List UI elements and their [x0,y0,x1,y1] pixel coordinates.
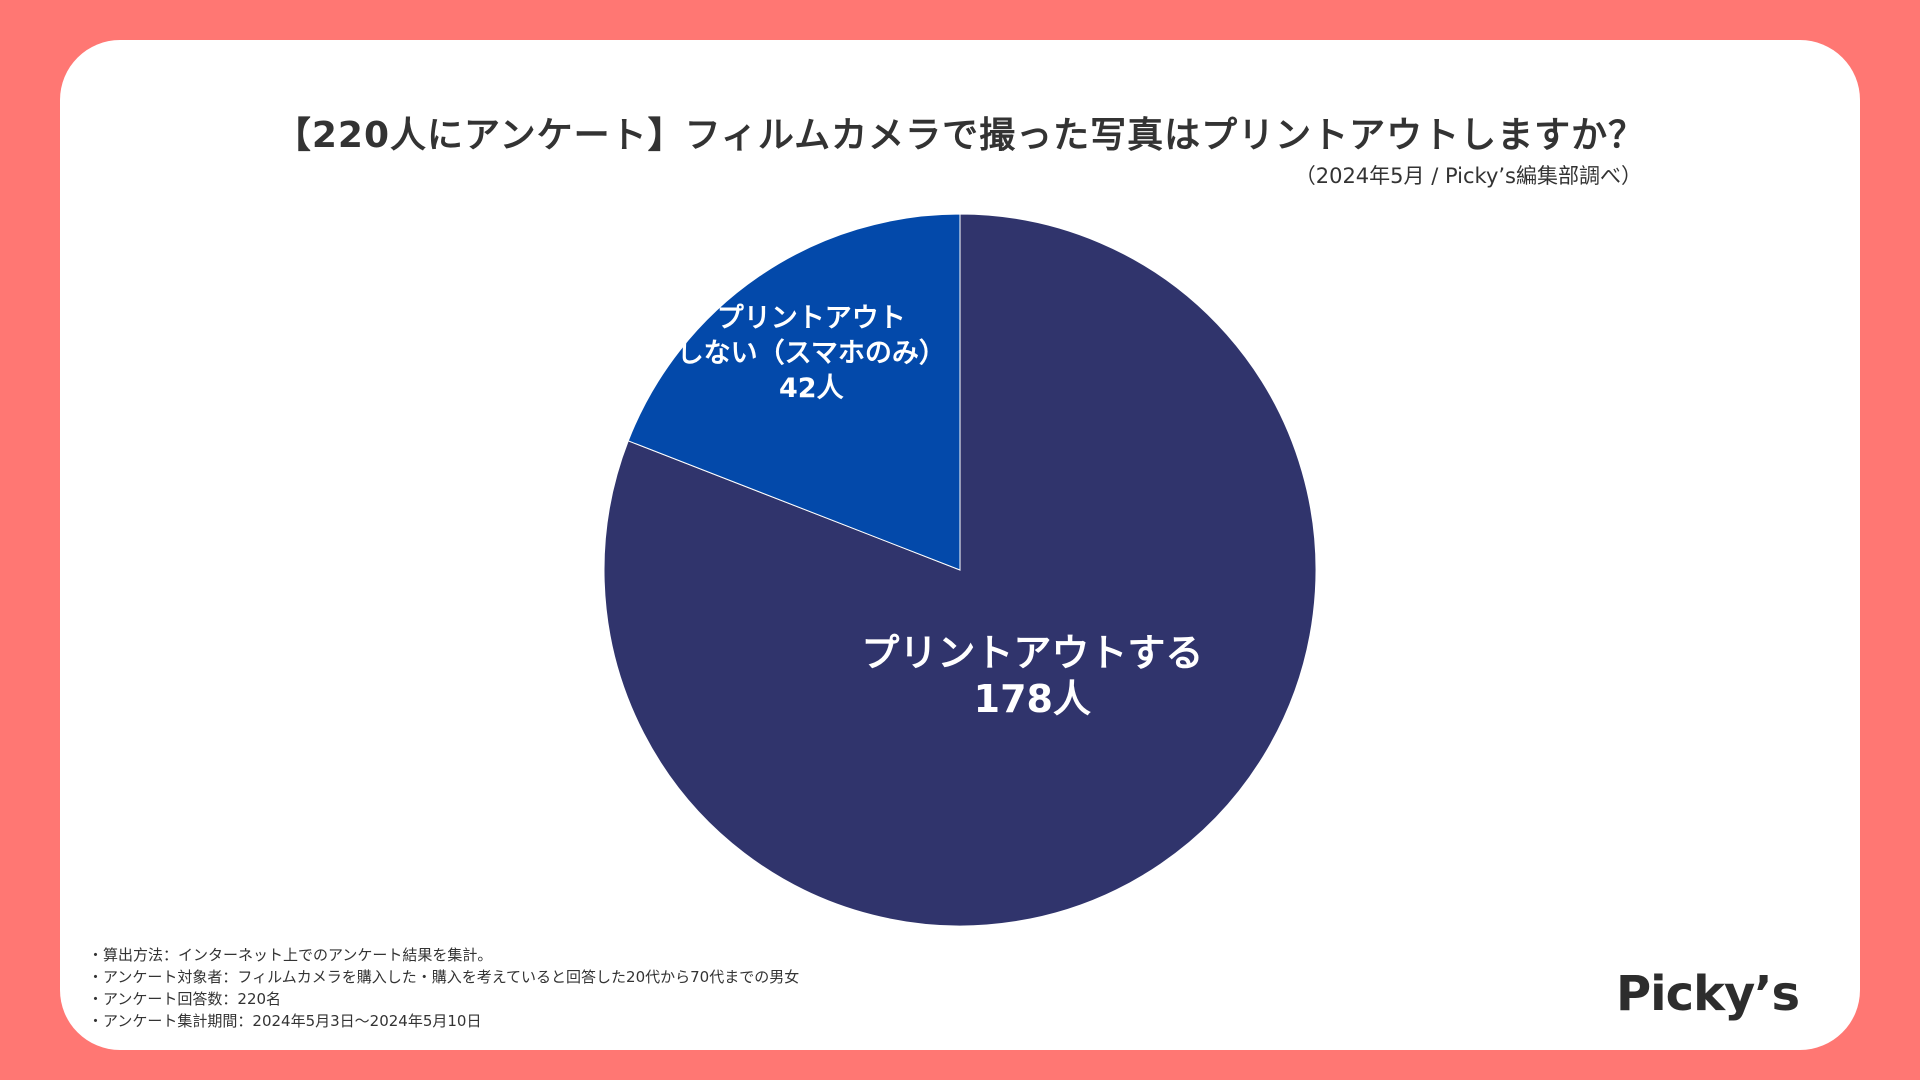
chart-title: 【220人にアンケート】フィルムカメラで撮った写真はプリントアウトしますか？ [274,115,1646,156]
note-target: ・アンケート対象者：フィルムカメラを購入した・購入を考えていると回答した20代か… [88,968,800,986]
note-method: ・算出方法：インターネット上でのアンケート結果を集計。 [88,946,493,964]
slice-value-label-2: 42人 [779,373,844,404]
slice-value-label-1: 178人 [974,677,1091,721]
note-period: ・アンケート集計期間：2024年5月3日〜2024年5月10日 [88,1012,482,1030]
pie-slice-2 [627,213,961,571]
slice-category-label-2: プリントアウト [717,303,906,334]
slice-category-label-1: プリントアウトする [861,631,1203,675]
pie-slices [603,213,1317,927]
survey-notes: ・算出方法：インターネット上でのアンケート結果を集計。 ・アンケート対象者：フィ… [88,944,799,1032]
source-note: （2024年5月 / Picky’s編集部調べ） [1294,164,1642,188]
slice-category-label-2: しない（スマホのみ） [677,338,946,369]
pickys-logo: Picky’s [1616,966,1800,1022]
note-count: ・アンケート回答数：220名 [88,990,282,1008]
